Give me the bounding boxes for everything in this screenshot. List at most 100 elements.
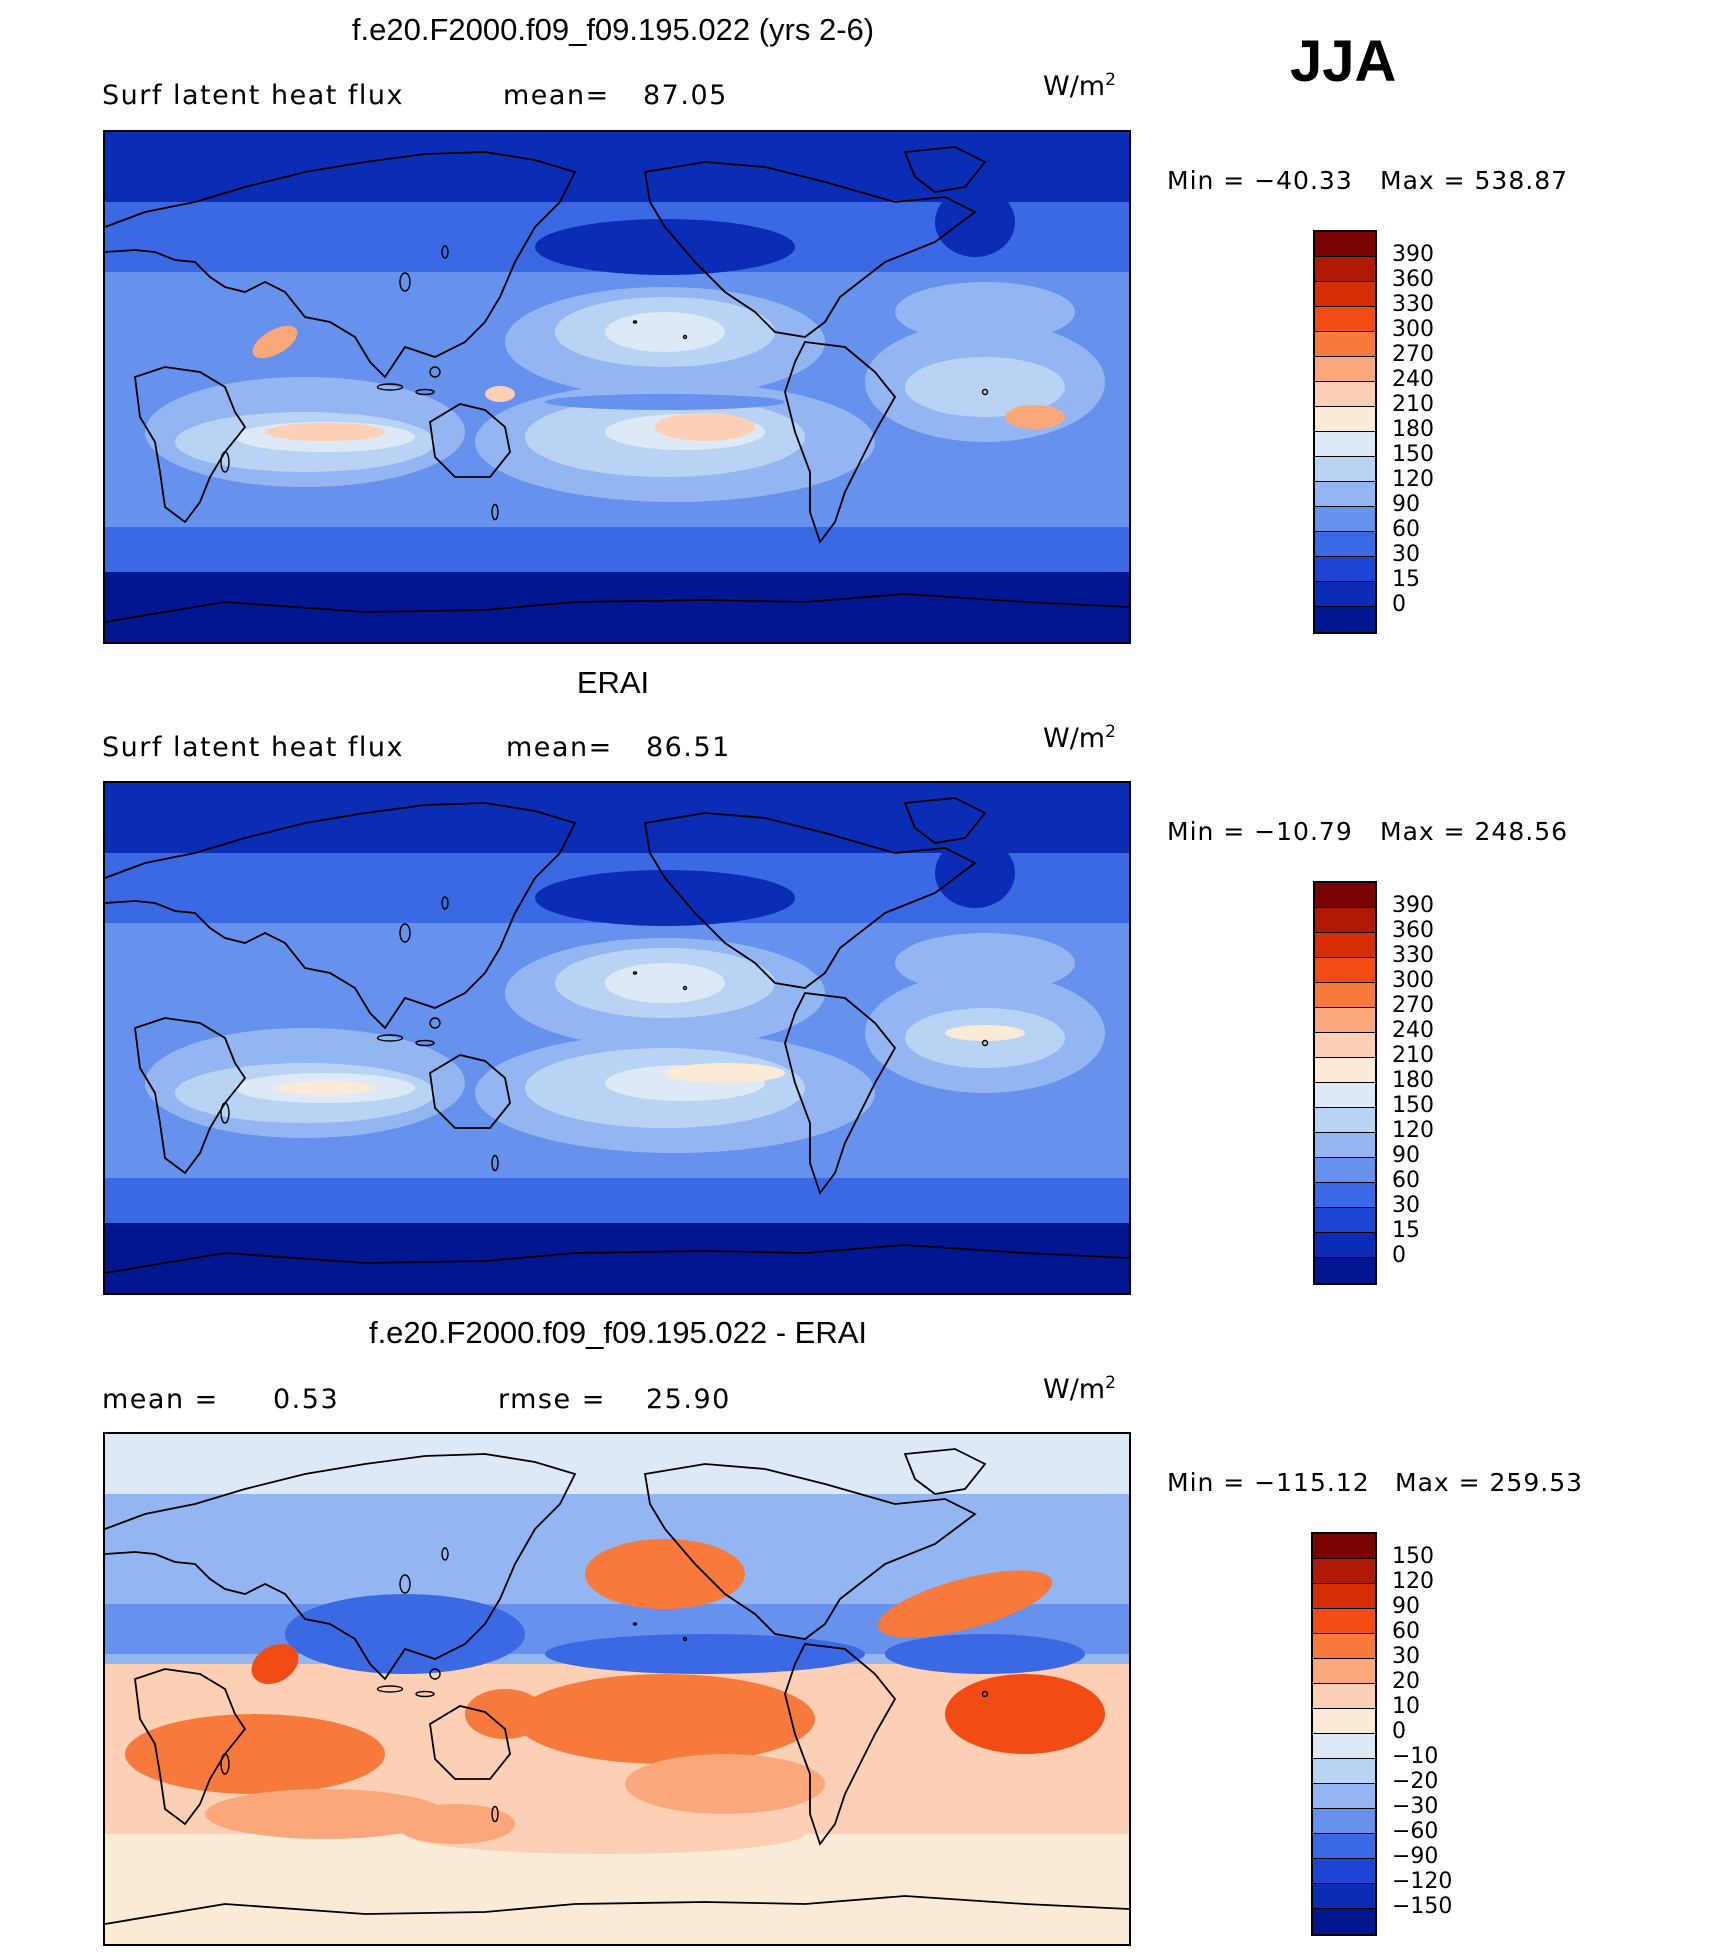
colorbar-swatch xyxy=(1315,1233,1375,1258)
panel-1-min: Min = −40.33 xyxy=(1167,166,1353,195)
colorbar-swatch xyxy=(1313,1609,1375,1634)
panel-3-min: Min = −115.12 xyxy=(1167,1468,1370,1497)
panel-1-colorbar-labels: 390 360 330 300 270 240 210 180 150 120 90 60 30 15 0 xyxy=(1392,230,1472,634)
colorbar-tick-label: 360 xyxy=(1392,267,1434,292)
colorbar-swatch xyxy=(1313,1684,1375,1709)
colorbar-swatch xyxy=(1313,1559,1375,1584)
panel-3-map-field xyxy=(105,1434,1129,1944)
panel-1-map xyxy=(103,130,1131,644)
panel-3-map xyxy=(103,1432,1131,1946)
panel-3-rmse-label: rmse = xyxy=(498,1384,606,1415)
panel-3-units: W/m2 xyxy=(1043,1373,1116,1405)
colorbar-swatch xyxy=(1315,382,1375,407)
colorbar-tick-label: 300 xyxy=(1392,317,1434,342)
colorbar-swatch xyxy=(1313,1534,1375,1559)
colorbar-swatch xyxy=(1315,307,1375,332)
colorbar-tick-label: 30 xyxy=(1392,1644,1420,1669)
colorbar-swatch xyxy=(1313,1759,1375,1784)
colorbar-swatch xyxy=(1315,983,1375,1008)
panel-1-max: Max = 538.87 xyxy=(1380,166,1569,195)
panel-2-colorbar xyxy=(1313,881,1377,1285)
panel-2-units: W/m2 xyxy=(1043,722,1116,754)
colorbar-swatch xyxy=(1315,1133,1375,1158)
colorbar-tick-label: −90 xyxy=(1392,1844,1439,1869)
colorbar-tick-label: 210 xyxy=(1392,392,1434,417)
colorbar-tick-label: 120 xyxy=(1392,1118,1434,1143)
colorbar-tick-label: 300 xyxy=(1392,968,1434,993)
colorbar-tick-label: −60 xyxy=(1392,1819,1439,1844)
colorbar-swatch xyxy=(1313,1809,1375,1834)
panel-2-colorbar-labels: 390 360 330 300 270 240 210 180 150 120 90 60 30 15 0 xyxy=(1392,881,1472,1285)
colorbar-tick-label: 15 xyxy=(1392,567,1420,592)
colorbar-swatch xyxy=(1315,257,1375,282)
panel-1-units: W/m2 xyxy=(1043,70,1116,102)
panel-3-colorbar xyxy=(1311,1532,1377,1936)
panel-3-colorbar-labels: 150 120 90 60 30 20 10 0 −10 −20 −30 −60 −90 −120 −150 xyxy=(1392,1532,1482,1936)
colorbar-tick-label: 210 xyxy=(1392,1043,1434,1068)
colorbar-tick-label: 240 xyxy=(1392,367,1434,392)
colorbar-tick-label: 0 xyxy=(1392,1719,1406,1744)
colorbar-swatch xyxy=(1315,282,1375,307)
panel-2-min: Min = −10.79 xyxy=(1167,817,1353,846)
panel-1-title: f.e20.F2000.f09_f09.195.022 (yrs 2-6) xyxy=(351,12,875,47)
colorbar-swatch xyxy=(1313,1634,1375,1659)
colorbar-tick-label: 60 xyxy=(1392,1168,1420,1193)
colorbar-tick-label: −30 xyxy=(1392,1794,1439,1819)
colorbar-swatch xyxy=(1315,557,1375,582)
colorbar-tick-label: 270 xyxy=(1392,342,1434,367)
panel-2-variable-label: Surf latent heat flux xyxy=(102,732,405,763)
colorbar-swatch xyxy=(1313,1784,1375,1809)
colorbar-tick-label: 150 xyxy=(1392,442,1434,467)
colorbar-swatch xyxy=(1313,1709,1375,1734)
panel-3-mean-label: mean = xyxy=(102,1384,219,1415)
colorbar-tick-label: 30 xyxy=(1392,542,1420,567)
panel-2-mean-value: 86.51 xyxy=(646,732,731,763)
panel-3-title: f.e20.F2000.f09_f09.195.022 - ERAI xyxy=(368,1315,868,1350)
colorbar-tick-label: 30 xyxy=(1392,1193,1420,1218)
colorbar-swatch xyxy=(1313,1909,1375,1934)
colorbar-swatch xyxy=(1313,1884,1375,1909)
colorbar-swatch xyxy=(1315,457,1375,482)
colorbar-tick-label: 60 xyxy=(1392,517,1420,542)
colorbar-tick-label: 10 xyxy=(1392,1694,1420,1719)
colorbar-tick-label: 360 xyxy=(1392,918,1434,943)
colorbar-tick-label: 90 xyxy=(1392,1594,1420,1619)
colorbar-swatch xyxy=(1315,232,1375,257)
panel-3-rmse-value: 25.90 xyxy=(646,1384,731,1415)
colorbar-swatch xyxy=(1315,1058,1375,1083)
colorbar-swatch xyxy=(1315,532,1375,557)
colorbar-tick-label: −120 xyxy=(1392,1869,1453,1894)
colorbar-tick-label: 90 xyxy=(1392,1143,1420,1168)
colorbar-tick-label: 60 xyxy=(1392,1619,1420,1644)
colorbar-swatch xyxy=(1313,1659,1375,1684)
colorbar-swatch xyxy=(1315,482,1375,507)
panel-2-title: ERAI xyxy=(576,665,650,700)
panel-2-map-field xyxy=(105,783,1129,1293)
colorbar-swatch xyxy=(1315,1033,1375,1058)
panel-1-map-field xyxy=(105,132,1129,642)
colorbar-tick-label: −20 xyxy=(1392,1769,1439,1794)
colorbar-swatch xyxy=(1313,1834,1375,1859)
colorbar-swatch xyxy=(1315,357,1375,382)
colorbar-swatch xyxy=(1315,1108,1375,1133)
colorbar-swatch xyxy=(1315,1208,1375,1233)
colorbar-tick-label: 20 xyxy=(1392,1669,1420,1694)
colorbar-swatch xyxy=(1315,1158,1375,1183)
colorbar-swatch xyxy=(1315,1083,1375,1108)
colorbar-tick-label: 120 xyxy=(1392,1569,1434,1594)
colorbar-swatch xyxy=(1315,607,1375,632)
colorbar-swatch xyxy=(1315,332,1375,357)
season-label: JJA xyxy=(1290,29,1397,94)
colorbar-swatch xyxy=(1315,1258,1375,1283)
colorbar-swatch xyxy=(1313,1859,1375,1884)
panel-1-colorbar xyxy=(1313,230,1377,634)
colorbar-swatch xyxy=(1315,507,1375,532)
panel-3-max: Max = 259.53 xyxy=(1395,1468,1584,1497)
colorbar-tick-label: 15 xyxy=(1392,1218,1420,1243)
colorbar-tick-label: −150 xyxy=(1392,1894,1453,1919)
colorbar-tick-label: 150 xyxy=(1392,1093,1434,1118)
panel-3-mean-value: 0.53 xyxy=(273,1384,340,1415)
colorbar-tick-label: 330 xyxy=(1392,292,1434,317)
colorbar-tick-label: 0 xyxy=(1392,1243,1406,1268)
colorbar-tick-label: −10 xyxy=(1392,1744,1439,1769)
